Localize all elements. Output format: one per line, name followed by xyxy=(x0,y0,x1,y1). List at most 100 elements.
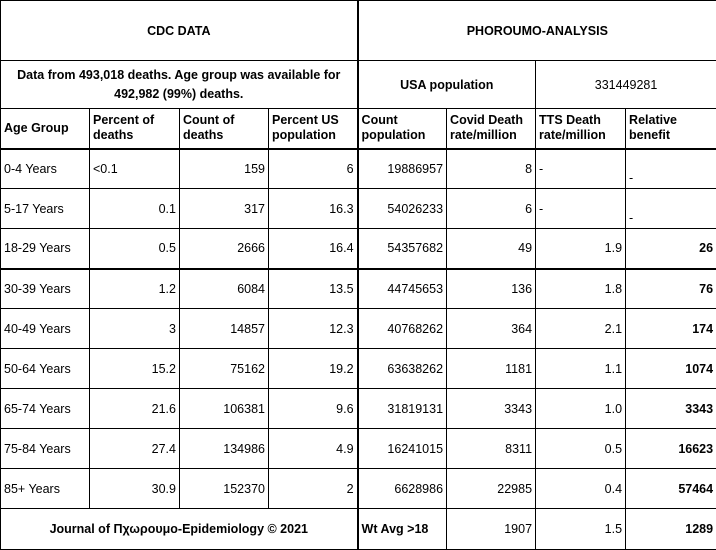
col-header-age-group: Age Group xyxy=(1,109,90,149)
percent-deaths-cell: 21.6 xyxy=(90,389,180,429)
table-row: 30-39 Years 1.2 6084 13.5 44745653 136 1… xyxy=(1,269,716,309)
weighted-average-label: Wt Avg >18 xyxy=(358,509,447,550)
age-group-cell: 85+ Years xyxy=(1,469,90,509)
footer-row: Journal of Πχωρουμο-Epidemiology © 2021 … xyxy=(1,509,716,550)
count-deaths-cell: 2666 xyxy=(180,229,269,269)
relative-benefit-cell: 57464 xyxy=(626,469,716,509)
age-group-cell: 40-49 Years xyxy=(1,309,90,349)
tts-rate-cell: 0.4 xyxy=(536,469,626,509)
table-row: 40-49 Years 3 14857 12.3 40768262 364 2.… xyxy=(1,309,716,349)
age-group-cell: 65-74 Years xyxy=(1,389,90,429)
count-deaths-cell: 159 xyxy=(180,149,269,189)
table-row: 0-4 Years <0.1 159 6 19886957 8 - - xyxy=(1,149,716,189)
col-header-count-population: Count population xyxy=(358,109,447,149)
weighted-relative-benefit: 1289 xyxy=(626,509,716,550)
usa-population-label: USA population xyxy=(358,61,536,109)
cdc-data-title: CDC DATA xyxy=(1,1,358,61)
covid-rate-cell: 6 xyxy=(447,189,536,229)
covid-rate-cell: 8311 xyxy=(447,429,536,469)
count-population-cell: 16241015 xyxy=(358,429,447,469)
col-header-relative-benefit: Relative benefit xyxy=(626,109,716,149)
count-deaths-cell: 14857 xyxy=(180,309,269,349)
tts-rate-cell: 1.0 xyxy=(536,389,626,429)
percent-deaths-cell: 30.9 xyxy=(90,469,180,509)
percent-population-cell: 2 xyxy=(269,469,358,509)
percent-deaths-cell: 1.2 xyxy=(90,269,180,309)
phoroumo-analysis-title: PHOROUMO-ANALYSIS xyxy=(358,1,716,61)
percent-deaths-cell: 15.2 xyxy=(90,349,180,389)
tts-rate-cell: 2.1 xyxy=(536,309,626,349)
relative-benefit-cell: 3343 xyxy=(626,389,716,429)
count-deaths-cell: 6084 xyxy=(180,269,269,309)
percent-deaths-cell: <0.1 xyxy=(90,149,180,189)
age-group-cell: 5-17 Years xyxy=(1,189,90,229)
percent-population-cell: 12.3 xyxy=(269,309,358,349)
table-row: 65-74 Years 21.6 106381 9.6 31819131 334… xyxy=(1,389,716,429)
relative-benefit-cell: - xyxy=(626,189,716,229)
table-row: 50-64 Years 15.2 75162 19.2 63638262 118… xyxy=(1,349,716,389)
percent-population-cell: 6 xyxy=(269,149,358,189)
tts-rate-cell: 0.5 xyxy=(536,429,626,469)
count-population-cell: 44745653 xyxy=(358,269,447,309)
covid-rate-cell: 8 xyxy=(447,149,536,189)
relative-benefit-cell: 16623 xyxy=(626,429,716,469)
percent-population-cell: 13.5 xyxy=(269,269,358,309)
table-row: 18-29 Years 0.5 2666 16.4 54357682 49 1.… xyxy=(1,229,716,269)
count-deaths-cell: 134986 xyxy=(180,429,269,469)
col-header-percent-population: Percent US population xyxy=(269,109,358,149)
tts-rate-cell: - xyxy=(536,189,626,229)
table-row: 85+ Years 30.9 152370 2 6628986 22985 0.… xyxy=(1,469,716,509)
usa-population-value: 331449281 xyxy=(536,61,716,109)
count-population-cell: 19886957 xyxy=(358,149,447,189)
count-population-cell: 40768262 xyxy=(358,309,447,349)
table-row: 5-17 Years 0.1 317 16.3 54026233 6 - - xyxy=(1,189,716,229)
percent-deaths-cell: 0.1 xyxy=(90,189,180,229)
age-group-cell: 18-29 Years xyxy=(1,229,90,269)
col-header-covid-death-rate: Covid Death rate/million xyxy=(447,109,536,149)
relative-benefit-cell: 76 xyxy=(626,269,716,309)
column-header-row: Age Group Percent of deaths Count of dea… xyxy=(1,109,716,149)
count-deaths-cell: 317 xyxy=(180,189,269,229)
percent-population-cell: 16.3 xyxy=(269,189,358,229)
data-source-note: Data from 493,018 deaths. Age group was … xyxy=(1,61,358,109)
covid-rate-cell: 364 xyxy=(447,309,536,349)
relative-benefit-cell: 174 xyxy=(626,309,716,349)
count-population-cell: 54357682 xyxy=(358,229,447,269)
count-population-cell: 6628986 xyxy=(358,469,447,509)
tts-rate-cell: 1.1 xyxy=(536,349,626,389)
count-deaths-cell: 75162 xyxy=(180,349,269,389)
percent-deaths-cell: 3 xyxy=(90,309,180,349)
count-deaths-cell: 152370 xyxy=(180,469,269,509)
age-group-cell: 0-4 Years xyxy=(1,149,90,189)
col-header-tts-death-rate: TTS Death rate/million xyxy=(536,109,626,149)
percent-population-cell: 4.9 xyxy=(269,429,358,469)
age-group-cell: 50-64 Years xyxy=(1,349,90,389)
percent-population-cell: 19.2 xyxy=(269,349,358,389)
relative-benefit-cell: - xyxy=(626,149,716,189)
count-population-cell: 54026233 xyxy=(358,189,447,229)
percent-population-cell: 9.6 xyxy=(269,389,358,429)
relative-benefit-cell: 26 xyxy=(626,229,716,269)
table-row: 75-84 Years 27.4 134986 4.9 16241015 831… xyxy=(1,429,716,469)
journal-credit: Journal of Πχωρουμο-Epidemiology © 2021 xyxy=(1,509,358,550)
col-header-count-deaths: Count of deaths xyxy=(180,109,269,149)
weighted-tts-rate: 1.5 xyxy=(536,509,626,550)
covid-rate-cell: 22985 xyxy=(447,469,536,509)
covid-rate-cell: 49 xyxy=(447,229,536,269)
col-header-percent-deaths: Percent of deaths xyxy=(90,109,180,149)
weighted-covid-rate: 1907 xyxy=(447,509,536,550)
percent-deaths-cell: 27.4 xyxy=(90,429,180,469)
count-population-cell: 63638262 xyxy=(358,349,447,389)
covid-rate-cell: 1181 xyxy=(447,349,536,389)
count-population-cell: 31819131 xyxy=(358,389,447,429)
tts-rate-cell: 1.9 xyxy=(536,229,626,269)
age-group-cell: 75-84 Years xyxy=(1,429,90,469)
percent-population-cell: 16.4 xyxy=(269,229,358,269)
tts-rate-cell: - xyxy=(536,149,626,189)
covid-rate-cell: 136 xyxy=(447,269,536,309)
count-deaths-cell: 106381 xyxy=(180,389,269,429)
age-group-cell: 30-39 Years xyxy=(1,269,90,309)
percent-deaths-cell: 0.5 xyxy=(90,229,180,269)
tts-rate-cell: 1.8 xyxy=(536,269,626,309)
